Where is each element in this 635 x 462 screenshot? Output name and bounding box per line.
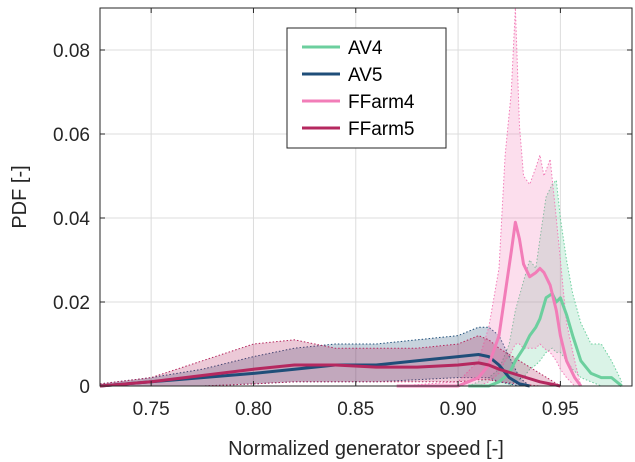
legend-label-ffarm4: FFarm4 <box>348 92 415 113</box>
legend: AV4 AV5 FFarm4 FFarm5 <box>286 27 447 149</box>
upper-bound-ffarm5 <box>99 335 561 387</box>
line-av5 <box>99 353 530 388</box>
line-ffarm5 <box>99 361 561 388</box>
lower-bound-ffarm4 <box>396 343 581 387</box>
y-tick-label: 0.04 <box>53 209 90 230</box>
legend-label-ffarm5: FFarm5 <box>348 119 415 140</box>
axes <box>99 7 633 387</box>
upper-bound-ffarm4 <box>396 7 582 387</box>
x-axis-label: Normalized generator speed [-] <box>228 438 504 460</box>
lower-bound-ffarm5 <box>100 379 561 387</box>
band-av5 <box>100 327 530 386</box>
y-tick-label: 0.02 <box>53 293 90 314</box>
y-tick-labels: 0 0.02 0.04 0.06 0.08 <box>53 41 90 398</box>
line-ffarm4 <box>396 220 583 388</box>
y-tick-label: 0.06 <box>53 125 90 146</box>
series-lines <box>99 220 623 388</box>
band-av4 <box>468 180 622 386</box>
legend-label-av5: AV5 <box>348 65 383 86</box>
x-tick-labels: 0.75 0.80 0.85 0.90 0.95 <box>133 399 579 420</box>
x-tick-label: 0.80 <box>235 399 272 420</box>
x-tick-label: 0.75 <box>133 399 170 420</box>
y-tick-label: 0 <box>79 377 90 398</box>
axes-box <box>99 7 633 387</box>
x-tick-label: 0.85 <box>337 399 374 420</box>
x-tick-label: 0.95 <box>542 399 579 420</box>
y-tick-label: 0.08 <box>53 41 90 62</box>
band-ffarm4 <box>396 8 581 386</box>
lower-bound-av4 <box>468 347 622 387</box>
y-axis-label: PDF [-] <box>9 165 31 228</box>
upper-bound-av4 <box>468 179 623 387</box>
legend-label-av4: AV4 <box>348 38 383 59</box>
x-tick-label: 0.90 <box>440 399 477 420</box>
